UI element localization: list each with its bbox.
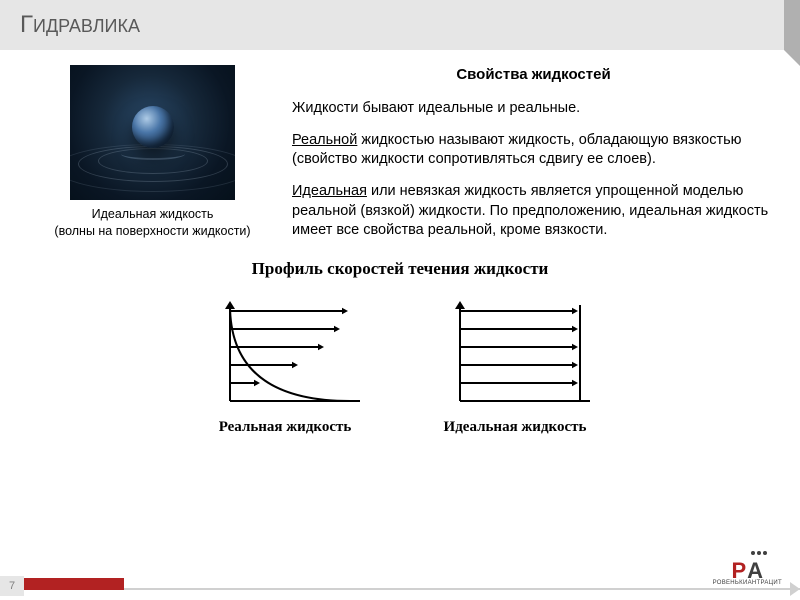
- caption-line-2: (волны на поверхности жидкости): [54, 224, 250, 238]
- right-column: Свойства жидкостей Жидкости бывают идеал…: [292, 65, 775, 241]
- real-fluid-label: Реальная жидкость: [200, 419, 370, 436]
- paragraph-3: Идеальная или невязкая жидкость является…: [292, 182, 775, 241]
- image-caption: Идеальная жидкость (волны на поверхности…: [25, 206, 280, 240]
- caption-line-1: Идеальная жидкость: [92, 207, 214, 221]
- diagram-section-title: Профиль скоростей течения жидкости: [25, 259, 775, 279]
- footer-line: [124, 588, 800, 590]
- real-fluid-diagram: Реальная жидкость: [200, 293, 370, 436]
- logo-letter-p: Р: [731, 560, 746, 582]
- ideal-fluid-diagram: Идеальная жидкость: [430, 293, 600, 436]
- logo-letter-a: А: [747, 560, 763, 582]
- drop-blob-icon: [132, 106, 174, 148]
- para2-rest: жидкостью называют жидкость, обладающую …: [292, 132, 742, 168]
- diagrams-row: Реальная жидкость Идеальная жидкость: [25, 293, 775, 436]
- velocity-profile-real-icon: [200, 293, 370, 413]
- logo-letters: Р А: [713, 560, 782, 582]
- header-corner-decoration: [784, 0, 800, 50]
- title-capital: Г: [20, 11, 33, 38]
- title-rest: ИДРАВЛИКА: [33, 16, 140, 36]
- slide-content: Идеальная жидкость (волны на поверхности…: [0, 50, 800, 436]
- water-drop-image: [70, 65, 235, 200]
- slide-header: ГИДРАВЛИКА: [0, 0, 800, 50]
- page-number: 7: [0, 576, 24, 596]
- term-real: Реальной: [292, 132, 357, 148]
- slide-title: ГИДРАВЛИКА: [20, 11, 140, 39]
- ideal-fluid-label: Идеальная жидкость: [430, 419, 600, 436]
- logo-dots-icon: [751, 551, 767, 555]
- section-subtitle: Свойства жидкостей: [292, 65, 775, 85]
- velocity-profile-ideal-icon: [430, 293, 600, 413]
- top-row: Идеальная жидкость (волны на поверхности…: [25, 65, 775, 241]
- paragraph-1: Жидкости бывают идеальные и реальные.: [292, 99, 775, 119]
- splash-icon: [121, 148, 185, 160]
- company-logo: Р А РОВЕНЬКИАНТРАЦИТ: [713, 560, 782, 586]
- footer-red-bar: [24, 578, 124, 590]
- left-column: Идеальная жидкость (волны на поверхности…: [25, 65, 280, 241]
- paragraph-2: Реальной жидкостью называют жидкость, об…: [292, 131, 775, 170]
- term-ideal: Идеальная: [292, 183, 367, 199]
- slide-footer: 7 Р А РОВЕНЬКИАНТРАЦИТ: [0, 566, 800, 600]
